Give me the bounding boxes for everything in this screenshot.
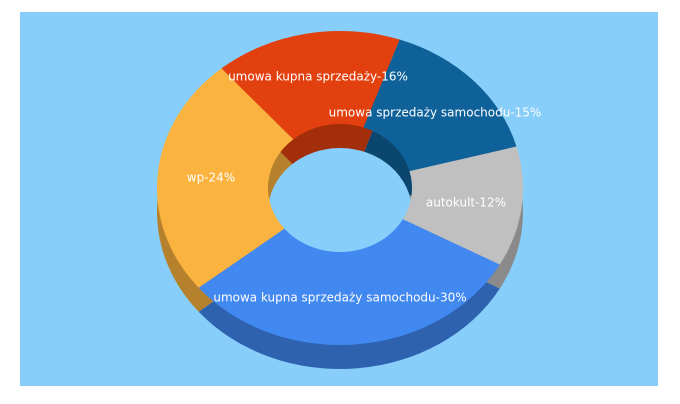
data-label: umowa kupna sprzedaży-16% [228,70,408,84]
data-label: wp-24% [187,171,235,185]
slice [221,30,400,140]
donut-slices [157,30,523,345]
data-label: umowa sprzedaży samochodu-15% [329,106,542,120]
data-label: umowa kupna sprzedaży samochodu-30% [213,291,466,305]
data-labels: umowa sprzedaży samochodu-15% autokult-12… [187,70,542,305]
slice [198,219,500,345]
data-label: autokult-12% [426,196,506,210]
slice [363,39,517,172]
slice [157,68,294,288]
slice [402,146,523,265]
